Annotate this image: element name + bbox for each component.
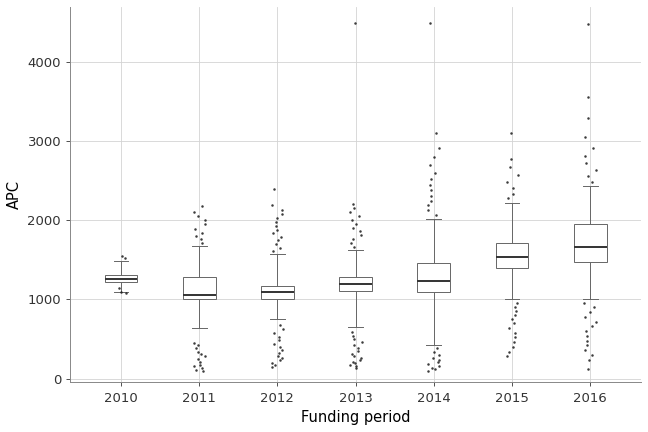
Bar: [573, 224, 607, 261]
Bar: [339, 276, 372, 291]
Bar: [261, 286, 294, 299]
Bar: [417, 263, 450, 292]
Bar: [183, 277, 216, 299]
Bar: [104, 275, 137, 282]
Bar: [496, 242, 528, 268]
X-axis label: Funding period: Funding period: [301, 410, 410, 425]
Y-axis label: APC: APC: [7, 180, 22, 209]
